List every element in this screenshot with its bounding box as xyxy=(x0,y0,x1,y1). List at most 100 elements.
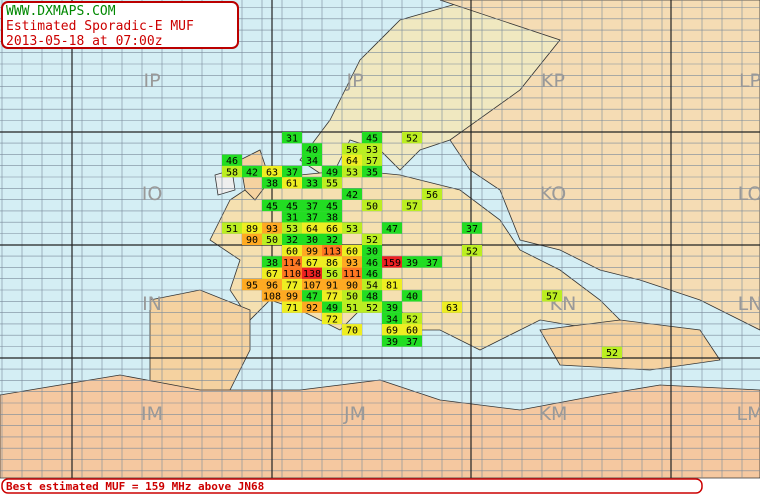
muf-cell xyxy=(282,199,302,212)
muf-cell xyxy=(302,154,322,166)
muf-value: 113 xyxy=(323,247,341,258)
muf-cell xyxy=(222,165,242,178)
muf-value: 37 xyxy=(466,224,478,235)
muf-cell xyxy=(262,165,282,178)
muf-cell xyxy=(462,245,482,257)
muf-value: 38 xyxy=(326,213,338,224)
muf-value: 51 xyxy=(226,224,238,235)
muf-cell xyxy=(282,177,302,189)
muf-value: 77 xyxy=(286,280,298,291)
muf-value: 159 xyxy=(383,258,401,269)
square-label: IP xyxy=(143,70,160,92)
muf-value: 37 xyxy=(286,167,298,178)
muf-value: 93 xyxy=(346,258,358,269)
muf-value: 53 xyxy=(346,224,358,235)
muf-value: 64 xyxy=(346,156,358,167)
muf-value: 57 xyxy=(406,201,418,212)
muf-cell xyxy=(302,267,322,279)
square-label: IO xyxy=(142,183,163,205)
muf-cell xyxy=(402,324,422,336)
muf-cell xyxy=(362,267,382,279)
muf-value: 39 xyxy=(386,303,398,314)
muf-value: 60 xyxy=(286,247,298,258)
muf-cell xyxy=(362,143,382,155)
muf-value: 86 xyxy=(326,258,338,269)
muf-cell xyxy=(302,301,322,313)
muf-cell xyxy=(302,290,322,302)
muf-cell xyxy=(382,278,402,291)
square-label: LO xyxy=(738,183,760,205)
muf-value: 60 xyxy=(346,247,358,258)
muf-value: 51 xyxy=(346,303,358,314)
muf-value: 33 xyxy=(306,179,318,190)
muf-value: 46 xyxy=(366,269,378,280)
muf-value: 67 xyxy=(306,258,318,269)
muf-value: 31 xyxy=(286,213,298,224)
muf-value: 63 xyxy=(266,167,278,178)
square-label: KM xyxy=(539,403,568,425)
muf-cell xyxy=(342,267,362,279)
muf-cell xyxy=(282,245,302,257)
muf-value: 49 xyxy=(326,303,338,314)
muf-value: 39 xyxy=(406,258,418,269)
muf-value: 53 xyxy=(366,145,378,156)
muf-value: 38 xyxy=(266,258,278,269)
muf-cell xyxy=(402,335,422,347)
muf-value: 72 xyxy=(326,314,338,325)
muf-value: 46 xyxy=(366,258,378,269)
muf-cell xyxy=(402,199,422,212)
muf-cell xyxy=(322,256,342,268)
muf-cell xyxy=(342,154,362,166)
muf-cell xyxy=(302,143,322,155)
muf-cell xyxy=(282,267,302,279)
muf-value: 90 xyxy=(346,280,358,291)
square-label: JP xyxy=(345,70,363,92)
muf-cell xyxy=(322,290,342,302)
muf-value: 31 xyxy=(286,134,298,145)
muf-cell xyxy=(342,256,362,268)
muf-value: 56 xyxy=(426,190,438,201)
muf-value: 37 xyxy=(306,201,318,212)
muf-value: 99 xyxy=(286,292,298,303)
muf-cell xyxy=(342,290,362,302)
muf-value: 57 xyxy=(546,292,558,303)
muf-cell xyxy=(302,199,322,212)
muf-value: 107 xyxy=(303,280,321,291)
muf-cell xyxy=(342,245,362,257)
muf-value: 52 xyxy=(466,247,478,258)
muf-cell xyxy=(302,177,322,189)
muf-value: 114 xyxy=(283,258,301,269)
header-box xyxy=(1,1,239,49)
muf-cell xyxy=(362,290,382,302)
muf-cell xyxy=(302,222,322,234)
muf-cell xyxy=(322,233,342,245)
muf-cell xyxy=(302,245,322,257)
muf-value: 35 xyxy=(366,167,378,178)
muf-value: 30 xyxy=(306,235,318,246)
muf-value: 58 xyxy=(226,167,238,178)
muf-value: 49 xyxy=(326,167,338,178)
muf-value: 53 xyxy=(346,167,358,178)
muf-value: 45 xyxy=(326,201,338,212)
muf-cell xyxy=(342,143,362,155)
muf-cell xyxy=(262,290,282,302)
muf-value: 81 xyxy=(386,280,398,291)
muf-value: 91 xyxy=(326,280,338,291)
muf-cell xyxy=(282,222,302,234)
muf-cell xyxy=(322,177,342,189)
muf-value: 50 xyxy=(366,201,378,212)
muf-cell xyxy=(262,233,282,245)
muf-cell xyxy=(222,154,242,166)
muf-value: 38 xyxy=(266,179,278,190)
muf-value: 40 xyxy=(306,145,318,156)
muf-cell xyxy=(262,199,282,212)
muf-cell xyxy=(262,278,282,291)
muf-cell xyxy=(322,312,342,325)
muf-value: 70 xyxy=(346,326,358,337)
muf-cell xyxy=(362,154,382,166)
muf-value: 46 xyxy=(226,156,238,167)
muf-cell xyxy=(322,245,342,257)
muf-value: 45 xyxy=(266,201,278,212)
muf-cell xyxy=(342,188,362,200)
muf-cell xyxy=(402,312,422,325)
